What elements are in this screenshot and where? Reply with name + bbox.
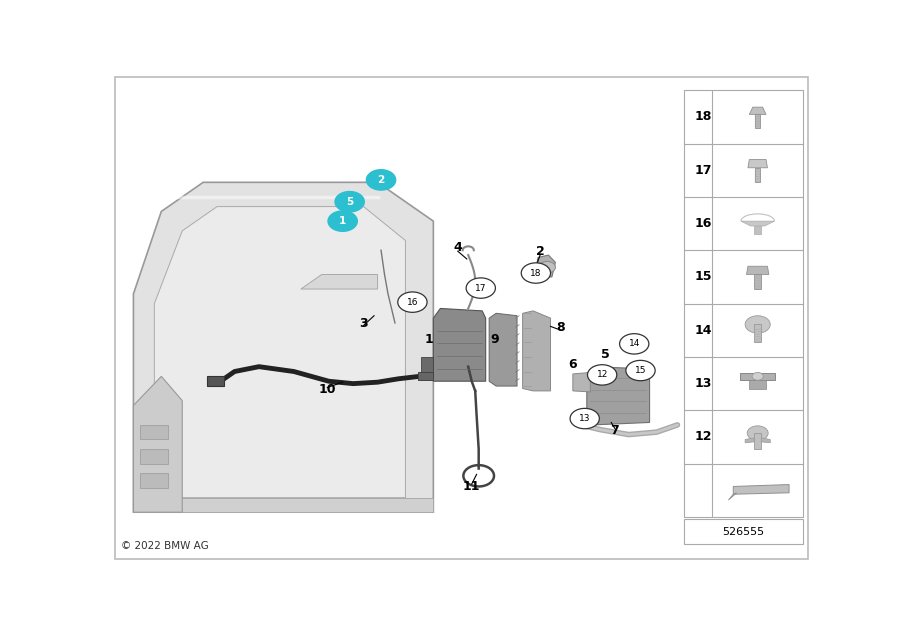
Text: © 2022 BMW AG: © 2022 BMW AG [121, 541, 209, 551]
Text: 18: 18 [695, 110, 712, 123]
Text: 13: 13 [579, 414, 590, 423]
Bar [754, 433, 761, 449]
Circle shape [570, 408, 599, 429]
Text: 15: 15 [695, 270, 713, 284]
Polygon shape [133, 498, 434, 512]
Circle shape [752, 372, 763, 381]
Polygon shape [523, 311, 551, 391]
Polygon shape [133, 182, 434, 512]
Polygon shape [740, 373, 775, 380]
Bar [140, 425, 168, 440]
Text: 8: 8 [557, 321, 565, 335]
Text: 3: 3 [359, 316, 368, 329]
Polygon shape [434, 309, 486, 381]
Text: 12: 12 [597, 370, 608, 379]
Text: 10: 10 [319, 384, 336, 396]
Polygon shape [750, 380, 766, 389]
Polygon shape [573, 372, 590, 392]
Polygon shape [761, 438, 770, 443]
Text: 5: 5 [346, 197, 354, 207]
Text: 14: 14 [695, 324, 713, 337]
Bar [684, 90, 803, 517]
Circle shape [626, 360, 655, 381]
Circle shape [588, 365, 617, 385]
Polygon shape [535, 255, 555, 277]
Text: 2: 2 [536, 245, 544, 258]
Text: 13: 13 [695, 377, 712, 390]
Polygon shape [750, 107, 766, 115]
Text: 7: 7 [610, 424, 619, 437]
Bar [207, 376, 224, 386]
Polygon shape [745, 438, 754, 443]
Circle shape [619, 334, 649, 354]
Circle shape [398, 292, 428, 312]
Polygon shape [741, 221, 774, 226]
Text: 6: 6 [569, 358, 577, 370]
Circle shape [466, 278, 495, 298]
Text: 4: 4 [454, 241, 462, 255]
Polygon shape [728, 493, 737, 500]
Bar [754, 275, 761, 289]
Text: 9: 9 [491, 333, 499, 347]
Polygon shape [734, 484, 789, 495]
Circle shape [747, 426, 768, 440]
Bar [755, 115, 760, 127]
Text: 12: 12 [695, 430, 713, 444]
Bar [421, 357, 434, 372]
Bar [140, 449, 168, 464]
Polygon shape [490, 313, 518, 386]
Bar [754, 324, 761, 343]
Text: 14: 14 [628, 340, 640, 348]
Bar [754, 226, 761, 234]
Polygon shape [133, 376, 182, 512]
Text: 17: 17 [695, 164, 713, 176]
Bar [755, 168, 760, 182]
Circle shape [366, 169, 396, 190]
Polygon shape [746, 266, 769, 275]
Text: 17: 17 [475, 284, 487, 292]
Bar [684, 520, 803, 544]
Text: 1: 1 [339, 216, 346, 226]
Text: 2: 2 [377, 175, 384, 185]
Polygon shape [301, 275, 378, 289]
Circle shape [539, 261, 555, 273]
Circle shape [328, 211, 357, 231]
Text: 11: 11 [463, 481, 481, 493]
Text: 1: 1 [424, 333, 433, 347]
Circle shape [335, 192, 365, 212]
Text: 18: 18 [530, 268, 542, 278]
Polygon shape [155, 207, 405, 498]
Circle shape [521, 263, 551, 284]
Polygon shape [748, 159, 768, 168]
Text: 526555: 526555 [723, 527, 765, 537]
Text: 5: 5 [601, 348, 610, 361]
Bar [140, 473, 168, 488]
Circle shape [745, 316, 770, 333]
Polygon shape [587, 367, 650, 425]
Text: 16: 16 [407, 297, 418, 307]
Bar [418, 372, 434, 381]
Text: 16: 16 [695, 217, 712, 230]
Text: 15: 15 [634, 366, 646, 375]
